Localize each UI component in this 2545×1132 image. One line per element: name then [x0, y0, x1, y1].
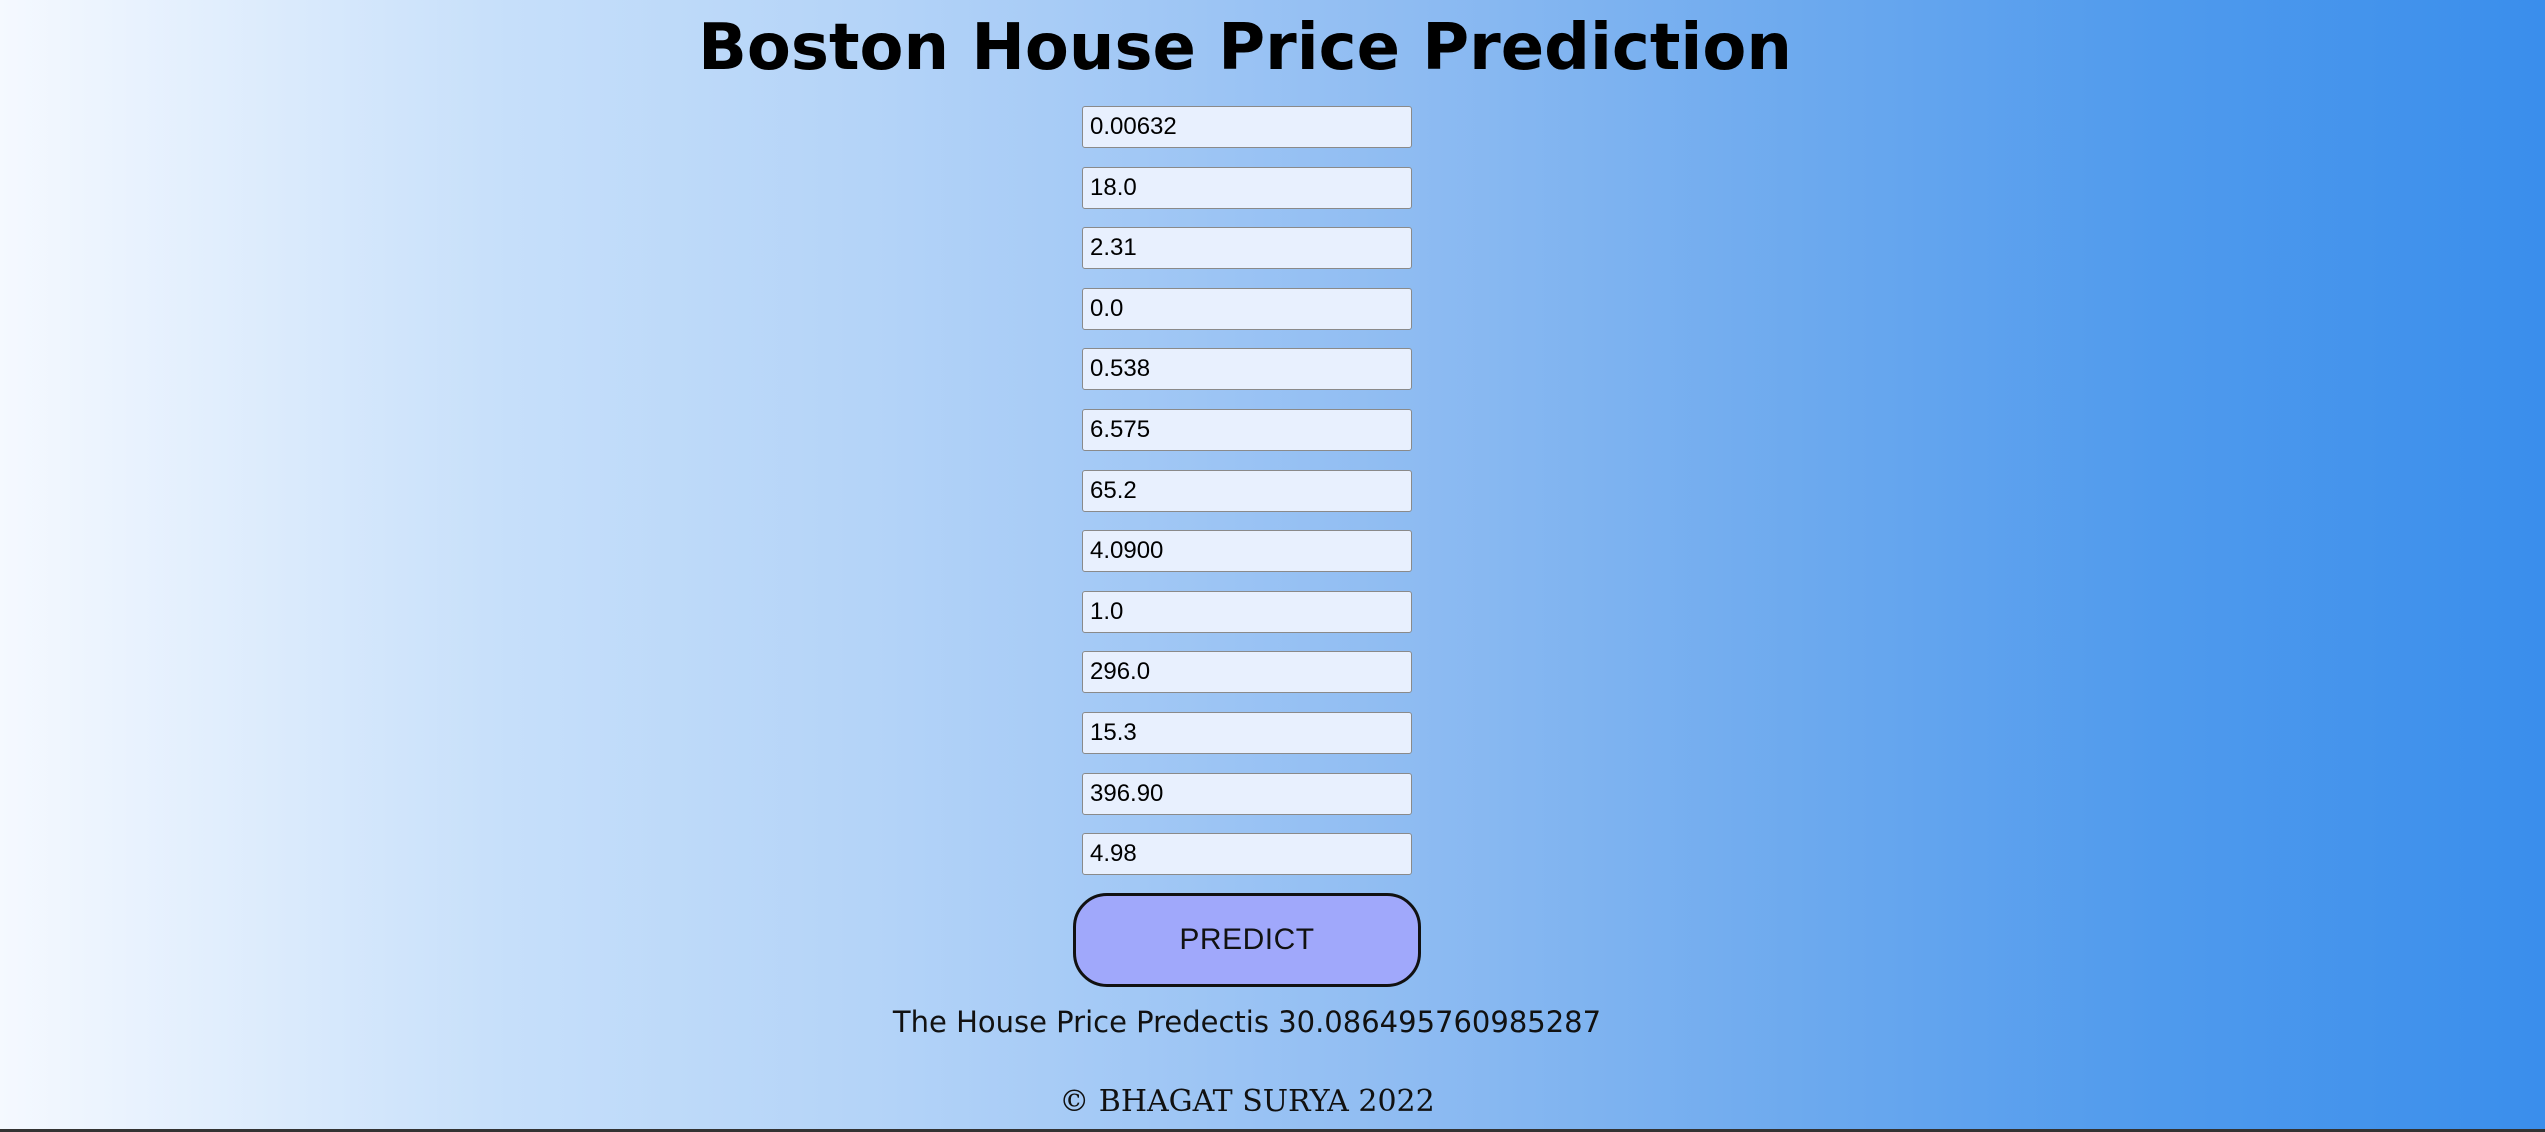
feature-input-2[interactable]: [1082, 166, 1412, 209]
feature-input-7[interactable]: [1082, 469, 1412, 512]
feature-input-13[interactable]: [1082, 833, 1412, 876]
feature-input-1[interactable]: [1082, 106, 1412, 148]
feature-input-8[interactable]: [1082, 530, 1412, 573]
feature-input-5[interactable]: [1082, 348, 1412, 391]
feature-input-3[interactable]: [1082, 227, 1412, 270]
feature-input-12[interactable]: [1082, 772, 1412, 815]
page-bottom-divider: [0, 1129, 2545, 1132]
feature-input-10[interactable]: [1082, 651, 1412, 694]
predict-button[interactable]: PREDICT: [1073, 893, 1421, 987]
feature-input-11[interactable]: [1082, 711, 1412, 754]
page-title: Boston House Price Prediction: [698, 11, 1792, 85]
feature-input-6[interactable]: [1082, 408, 1412, 451]
prediction-result: The House Price Predectis 30.08649576098…: [892, 1005, 1602, 1039]
feature-input-4[interactable]: [1082, 287, 1412, 330]
feature-input-9[interactable]: [1082, 590, 1412, 633]
prediction-form: [1082, 106, 1412, 894]
copyright-footer: © BHAGAT SURYA 2022: [1059, 1084, 1435, 1119]
